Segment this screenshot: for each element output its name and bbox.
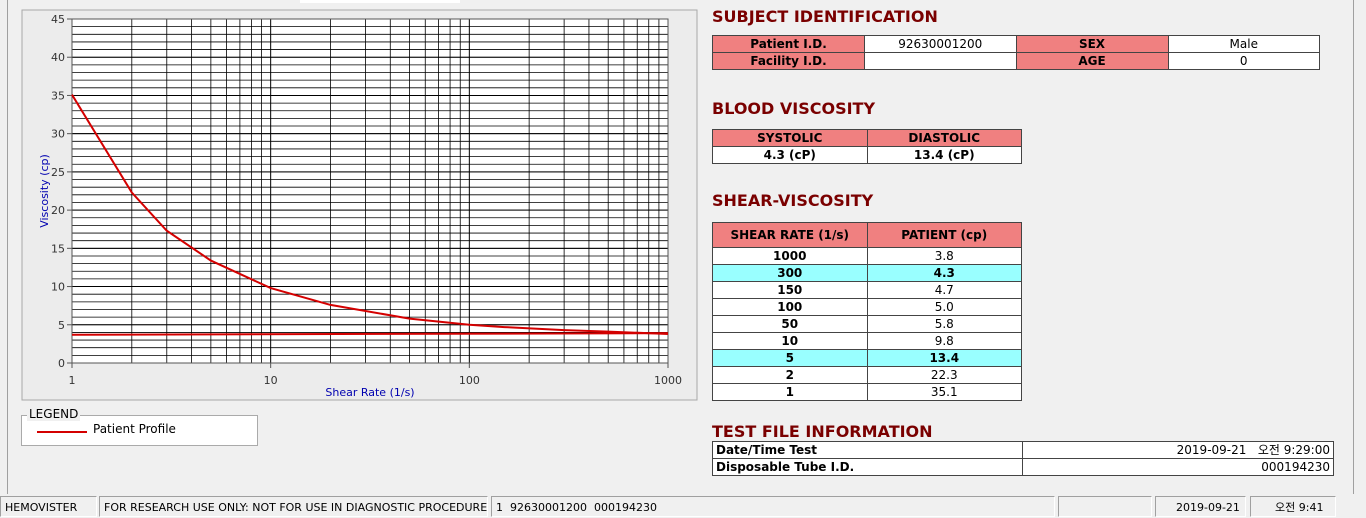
legend-title: LEGEND [27, 407, 81, 421]
cell: 2019-09-21 오전 9:29:00 [1022, 441, 1334, 459]
y-tick-label: 45 [51, 13, 65, 26]
cell: 10 [712, 332, 868, 350]
cell: 13.4 [866, 349, 1022, 367]
cell: 5.8 [866, 315, 1022, 333]
cell: Disposable Tube I.D. [712, 458, 1023, 476]
cell: Patient I.D. [712, 35, 865, 53]
cell: 150 [712, 281, 868, 299]
y-tick-label: 15 [51, 242, 65, 255]
table-row: 300 4.3 [712, 264, 1022, 282]
x-tick-label: 10 [264, 374, 278, 387]
cell: Facility I.D. [712, 52, 865, 70]
chart: Shear Rate (1/s) Viscosity (cp) 0 5 10 15 20… [21, 9, 698, 401]
y-tick-label: 30 [51, 128, 65, 141]
cell: 22.3 [866, 366, 1022, 384]
y-tick-label: 20 [51, 204, 65, 217]
table-row: 1000 3.8 [712, 247, 1022, 265]
cell: 4.3 [866, 264, 1022, 282]
plot-border [71, 18, 669, 364]
x-tick-label: 1 [69, 374, 76, 387]
data-line [71, 94, 669, 335]
cell: DIASTOLIC [866, 129, 1022, 147]
cell: 3.8 [866, 247, 1022, 265]
cell: 5 [712, 349, 868, 367]
y-tick-label: 25 [51, 166, 65, 179]
cell: PATIENT (cp) [866, 222, 1022, 248]
cell: 0 [1167, 52, 1320, 70]
cell: 1000 [712, 247, 868, 265]
cell: 300 [712, 264, 868, 282]
y-axis-label: Viscosity (cp) [38, 154, 51, 228]
y-tick-label: 5 [58, 319, 65, 332]
cell: 000194230 [1022, 458, 1334, 476]
data-line [71, 332, 669, 336]
cell: 92630001200 [864, 35, 1017, 53]
table-row: 2 22.3 [712, 366, 1022, 384]
table-row: 50 5.8 [712, 315, 1022, 333]
cell: 2 [712, 366, 868, 384]
table-row: 1 35.1 [712, 383, 1022, 401]
cell: 50 [712, 315, 868, 333]
table-row: 10 9.8 [712, 332, 1022, 350]
cell: 35.1 [866, 383, 1022, 401]
y-tick-label: 40 [51, 51, 65, 64]
legend-swatch [37, 431, 87, 433]
cell: 4.7 [866, 281, 1022, 299]
cell: 1 [712, 383, 868, 401]
cell: 13.4 (cP) [866, 146, 1022, 164]
tab-strip [300, 0, 460, 3]
y-tick-label: 10 [51, 281, 65, 294]
cell: SHEAR RATE (1/s) [712, 222, 868, 248]
status-time: 오전 9:41 [1250, 496, 1336, 517]
status-empty [1058, 496, 1152, 517]
x-axis-label: Shear Rate (1/s) [325, 386, 414, 399]
cell: AGE [1015, 52, 1169, 70]
cell: 100 [712, 298, 868, 316]
cell: SYSTOLIC [712, 129, 868, 147]
y-tick-label: 0 [58, 357, 65, 370]
frame-line [1353, 0, 1354, 494]
section-title: SUBJECT IDENTIFICATION [712, 7, 938, 26]
table-row: 100 5.0 [712, 298, 1022, 316]
status-record: 1 92630001200 000194230 [491, 496, 1055, 517]
plot-area [72, 19, 668, 363]
shear-table: SHEAR RATE (1/s) PATIENT (cp) 1000 3.8 300 4… [712, 222, 1022, 401]
status-notice: FOR RESEARCH USE ONLY: NOT FOR USE IN DI… [99, 496, 488, 517]
cell: Male [1167, 35, 1320, 53]
cell: 9.8 [866, 332, 1022, 350]
cell: 4.3 (cP) [712, 146, 868, 164]
legend-entry: Patient Profile [93, 422, 176, 436]
status-app: HEMOVISTER [0, 496, 97, 517]
test-file-table: Date/Time Test 2019-09-21 오전 9:29:00 Disp… [712, 441, 1334, 476]
blood-table: SYSTOLIC DIASTOLIC 4.3 (cP) 13.4 (cP) [712, 129, 1022, 164]
y-tick-label: 35 [51, 89, 65, 102]
section-title: TEST FILE INFORMATION [712, 422, 933, 441]
section-title: SHEAR-VISCOSITY [712, 191, 874, 210]
x-tick-label: 1000 [654, 374, 682, 387]
cell: SEX [1015, 35, 1169, 53]
cell: 5.0 [866, 298, 1022, 316]
table-row: 150 4.7 [712, 281, 1022, 299]
x-tick-label: 100 [459, 374, 480, 387]
status-date: 2019-09-21 [1155, 496, 1246, 517]
table-row: 5 13.4 [712, 349, 1022, 367]
cell [864, 52, 1017, 70]
cell: Date/Time Test [712, 441, 1023, 459]
section-title: BLOOD VISCOSITY [712, 99, 876, 118]
subject-table: Patient I.D. 92630001200 SEX Male Facility … [712, 35, 1320, 70]
frame-line [7, 0, 8, 494]
